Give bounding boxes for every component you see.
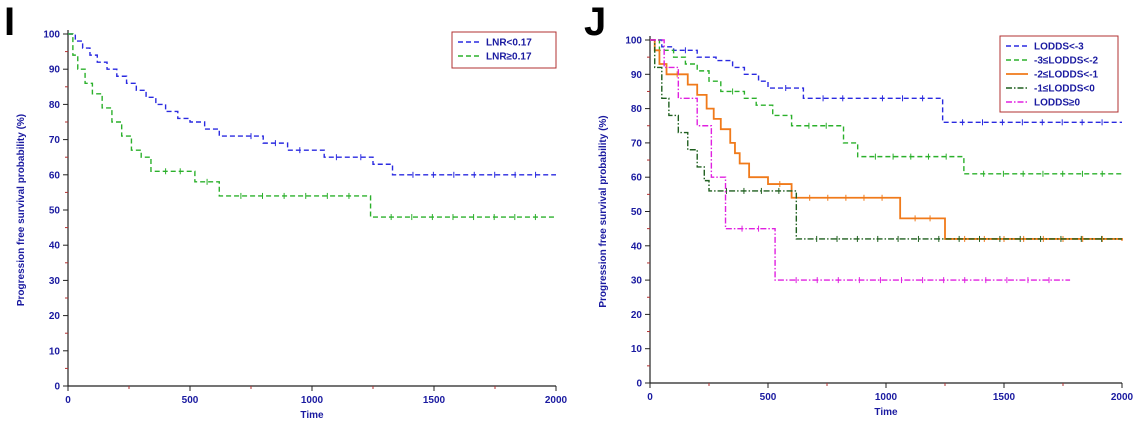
y-tick-label: 50 <box>49 206 61 217</box>
series-line-3 <box>650 39 1122 240</box>
y-tick-label: 90 <box>49 65 61 76</box>
y-tick-label: 70 <box>631 138 643 149</box>
series-line-4 <box>650 39 1071 281</box>
series-line-1 <box>68 33 556 218</box>
y-tick-label: 10 <box>631 344 643 355</box>
x-tick-label: 500 <box>182 395 199 406</box>
legend-label-3: -1≤LODDS<0 <box>1034 84 1095 95</box>
legend-label-1: -3≤LODDS<-2 <box>1034 56 1099 67</box>
legend-box <box>999 35 1119 113</box>
y-tick-label: 0 <box>636 379 642 390</box>
series-line-0 <box>650 39 1122 124</box>
legend-label-0: LODDS<-3 <box>1034 42 1084 53</box>
y-tick-label: 40 <box>49 241 61 252</box>
y-tick-label: 20 <box>631 310 643 321</box>
legend-label-2: -2≤LODDS<-1 <box>1034 70 1099 81</box>
panel-letter-i: I <box>4 0 16 44</box>
y-axis-title: Progression free survival probability (%… <box>16 114 27 306</box>
x-tick-label: 1500 <box>993 392 1016 403</box>
y-tick-label: 50 <box>631 207 643 218</box>
x-tick-label: 1000 <box>875 392 898 403</box>
y-tick-label: 30 <box>49 276 61 287</box>
y-tick-label: 60 <box>49 170 61 181</box>
x-tick-label: 1000 <box>301 395 324 406</box>
x-tick-label: 2000 <box>1111 392 1134 403</box>
y-tick-label: 80 <box>49 100 61 111</box>
x-tick-label: 0 <box>647 392 653 403</box>
y-tick-label: 60 <box>631 173 643 184</box>
y-tick-label: 70 <box>49 135 61 146</box>
panel-letter-j: J <box>584 0 607 44</box>
y-tick-label: 30 <box>631 276 643 287</box>
y-tick-label: 100 <box>625 36 642 47</box>
legend-box <box>451 31 557 69</box>
y-tick-label: 100 <box>43 30 60 41</box>
y-tick-label: 10 <box>49 346 61 357</box>
x-tick-label: 500 <box>760 392 777 403</box>
y-tick-label: 40 <box>631 241 643 252</box>
y-axis-title: Progression free survival probability (%… <box>598 115 609 307</box>
legend-label-4: LODDS≥0 <box>1034 98 1080 109</box>
y-tick-label: 80 <box>631 104 643 115</box>
series-line-0 <box>68 33 556 176</box>
x-tick-label: 0 <box>65 395 71 406</box>
y-tick-label: 90 <box>631 70 643 81</box>
x-axis-title: Time <box>874 407 898 418</box>
legend-label-0: LNR<0.17 <box>486 38 532 49</box>
x-axis-title: Time <box>300 410 324 421</box>
legend-label-1: LNR≥0.17 <box>486 52 532 63</box>
x-tick-label: 1500 <box>423 395 446 406</box>
y-tick-label: 0 <box>54 382 60 393</box>
y-tick-label: 20 <box>49 311 61 322</box>
x-tick-label: 2000 <box>545 395 568 406</box>
